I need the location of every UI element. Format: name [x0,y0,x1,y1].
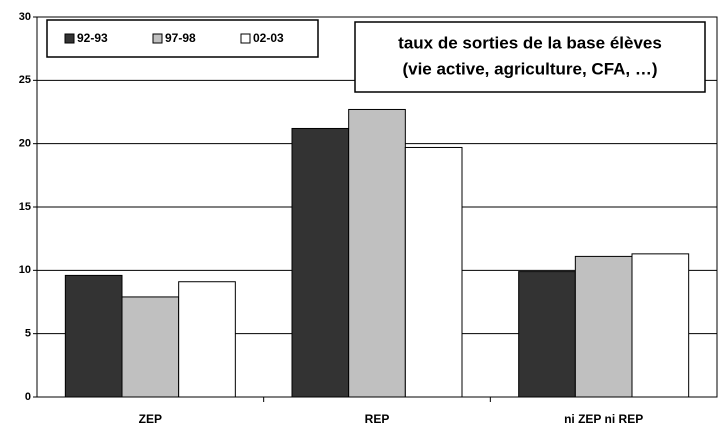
legend-label: 92-93 [77,31,108,45]
y-tick-label: 10 [19,264,31,276]
legend-label: 02-03 [253,31,284,45]
y-tick-label: 15 [19,201,31,213]
legend-swatch [240,33,251,44]
bar [348,108,406,398]
bar [121,296,180,398]
legend-swatch [152,33,163,44]
legend-label: 97-98 [165,31,196,45]
legend-swatch [64,33,75,44]
bar [574,255,633,398]
y-tick-label: 5 [25,328,31,340]
bar [178,281,236,398]
annotation-box [354,21,706,93]
bar [64,274,123,398]
y-tick-label: 20 [19,138,31,150]
y-tick-label: 0 [25,391,31,403]
annotation: taux de sorties de la base élèves [398,33,662,52]
x-tick-label: ni ZEP ni REP [564,412,643,426]
bar [518,271,576,398]
annotation: (vie active, agriculture, CFA, …) [402,59,657,78]
y-tick-label: 25 [19,74,31,86]
y-tick-label: 30 [19,11,31,23]
bar [291,127,350,398]
x-tick-label: REP [365,412,390,426]
x-tick-label: ZEP [139,412,162,426]
bar [631,253,690,398]
legend-box [46,19,319,58]
bar [404,146,463,398]
